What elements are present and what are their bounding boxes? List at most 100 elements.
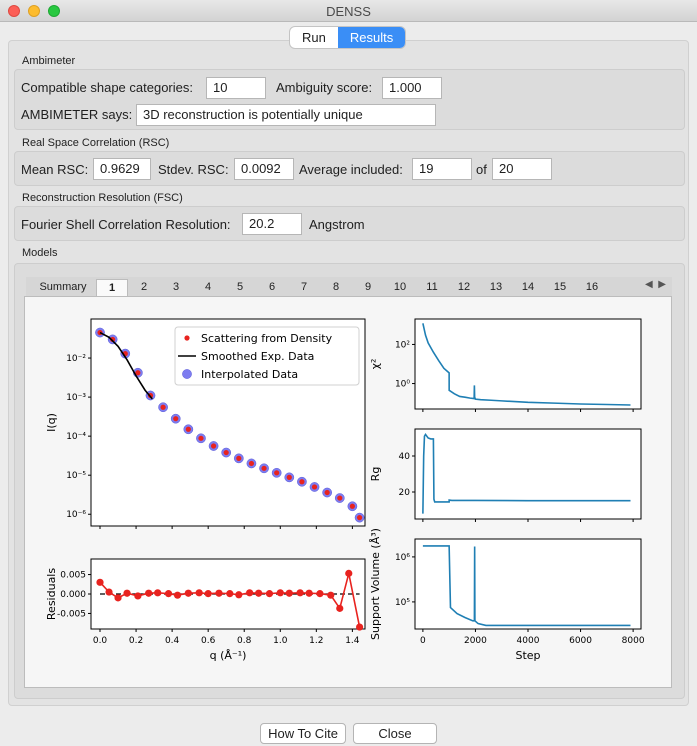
residual-point xyxy=(235,591,243,599)
residual-point xyxy=(184,589,192,597)
close-button[interactable]: Close xyxy=(353,723,437,744)
density-scattering-point xyxy=(286,474,292,480)
density-scattering-point xyxy=(337,495,343,501)
density-scattering-point xyxy=(299,479,305,485)
ambimeter-section-label: Ambimeter xyxy=(22,55,76,67)
residual-point xyxy=(164,590,173,598)
tab-model-14[interactable]: 14 xyxy=(521,281,535,293)
tab-scroll-right-icon[interactable]: ▶ xyxy=(658,279,666,290)
results-plots: 10⁻⁶ 10⁻⁵ 10⁻⁴ 10⁻³ 10⁻² I(q) Scattering from … xyxy=(45,318,645,662)
residual-point xyxy=(145,589,153,597)
residuals-plot-xlabel: q (Å⁻¹) xyxy=(210,649,247,662)
residual-point xyxy=(154,589,162,597)
mean-rsc-field[interactable]: 0.9629 xyxy=(93,158,151,180)
tab-scroll-arrows[interactable]: ◀ ▶ xyxy=(645,279,666,290)
residual-point xyxy=(285,589,293,597)
residuals-plot-xtick-label: 0.6 xyxy=(201,636,216,646)
minimize-window-icon[interactable] xyxy=(28,5,40,17)
fsc-resolution-field[interactable]: 20.2 xyxy=(242,213,302,235)
mode-segmented-control: Run Results xyxy=(290,27,406,48)
legend-density-label: Scattering from Density xyxy=(201,332,333,345)
of-total-field[interactable]: 20 xyxy=(492,158,552,180)
residuals-plot-ytick-label: 0.000 xyxy=(60,590,86,600)
tab-model-1[interactable]: 1 xyxy=(96,279,128,297)
residual-point xyxy=(305,589,313,597)
title-bar: DENSS xyxy=(0,0,697,22)
density-scattering-point xyxy=(198,435,204,441)
tab-model-11[interactable]: 11 xyxy=(426,281,438,293)
density-scattering-point xyxy=(261,465,267,471)
stdev-rsc-label: Stdev. RSC: xyxy=(158,162,229,177)
chi2-plot-ytick-label: 10² xyxy=(395,340,410,350)
chi2-plot-ylabel: χ² xyxy=(369,359,382,370)
rsc-section-label: Real Space Correlation (RSC) xyxy=(22,137,170,149)
residual-point xyxy=(276,589,284,597)
stdev-rsc-field[interactable]: 0.0092 xyxy=(234,158,294,180)
intensity-plot-ytick-label: 10⁻² xyxy=(66,354,86,364)
support-volume-plot-xtick-label: 0 xyxy=(420,636,426,646)
of-label: of xyxy=(476,162,487,177)
density-scattering-point xyxy=(173,416,179,422)
support-volume-plot-ytick-label: 10⁶ xyxy=(395,553,410,563)
tab-model-summary[interactable]: Summary xyxy=(39,281,87,293)
support-volume-plot-xtick-label: 8000 xyxy=(622,636,645,646)
density-scattering-point xyxy=(223,449,229,456)
tab-model-16[interactable]: 16 xyxy=(585,281,599,293)
tab-model-9[interactable]: 9 xyxy=(364,281,372,293)
tab-results[interactable]: Results xyxy=(337,27,406,48)
zoom-window-icon[interactable] xyxy=(48,5,60,17)
tab-model-4[interactable]: 4 xyxy=(204,281,212,293)
density-scattering-point xyxy=(248,460,255,467)
average-included-field[interactable]: 19 xyxy=(412,158,472,180)
close-window-icon[interactable] xyxy=(8,5,20,17)
rg-plot-ytick-label: 40 xyxy=(399,452,411,462)
how-to-cite-button[interactable]: How To Cite xyxy=(260,723,346,744)
residuals-plot-xtick-label: 1.4 xyxy=(345,636,360,646)
smoothed-exp-line xyxy=(99,331,153,400)
support-volume-plot-ytick-label: 10⁵ xyxy=(395,598,410,608)
residuals-plot-xtick-label: 1.2 xyxy=(309,636,323,646)
residuals-plot-xtick-label: 0.4 xyxy=(165,636,180,646)
legend-interpolated-label: Interpolated Data xyxy=(201,368,298,381)
support-volume-plot-xtick-label: 6000 xyxy=(569,636,592,646)
tab-model-6[interactable]: 6 xyxy=(268,281,276,293)
residual-point xyxy=(173,591,182,599)
residual-point xyxy=(246,589,254,597)
tab-run[interactable]: Run xyxy=(302,30,326,45)
ambiguity-score-field[interactable]: 1.000 xyxy=(382,77,442,99)
residual-point xyxy=(327,591,335,599)
support-volume-plot-xtick-label: 4000 xyxy=(517,636,540,646)
rg-plot-ytick-label: 20 xyxy=(399,488,411,498)
residuals-plot-xtick-label: 0.2 xyxy=(129,636,143,646)
ambimeter-says-label: AMBIMETER says: xyxy=(21,107,133,122)
tab-model-15[interactable]: 15 xyxy=(553,281,567,293)
residual-point xyxy=(123,589,131,597)
models-section-label: Models xyxy=(22,247,58,259)
tab-model-13[interactable]: 13 xyxy=(489,281,503,293)
tab-model-3[interactable]: 3 xyxy=(172,281,180,293)
residual-point xyxy=(265,590,274,598)
residual-point xyxy=(226,590,234,598)
tab-model-5[interactable]: 5 xyxy=(236,281,244,293)
fsc-box xyxy=(14,206,685,241)
residual-point xyxy=(96,578,104,586)
tab-model-7[interactable]: 7 xyxy=(300,281,308,293)
residuals-plot-ylabel: Residuals xyxy=(45,568,58,620)
tab-model-12[interactable]: 12 xyxy=(457,281,471,293)
rg-plot-ylabel: Rg xyxy=(369,467,382,482)
residuals-plot-xtick-label: 0.0 xyxy=(93,636,108,646)
residual-point xyxy=(134,592,142,600)
average-included-label: Average included: xyxy=(299,162,403,177)
tab-scroll-left-icon[interactable]: ◀ xyxy=(645,279,653,290)
chi2-plot-ytick-label: 10⁰ xyxy=(395,380,410,390)
tab-model-2[interactable]: 2 xyxy=(140,281,148,293)
model-results-panel: 10⁻⁶ 10⁻⁵ 10⁻⁴ 10⁻³ 10⁻² I(q) Scattering from … xyxy=(24,296,672,688)
compatible-shape-field[interactable]: 10 xyxy=(206,77,266,99)
density-scattering-point xyxy=(356,515,363,521)
tab-model-10[interactable]: 10 xyxy=(393,281,407,293)
density-scattering-point xyxy=(160,404,166,410)
ambimeter-says-field[interactable]: 3D reconstruction is potentially unique xyxy=(136,104,436,126)
tab-model-8[interactable]: 8 xyxy=(332,281,340,293)
residual-point xyxy=(355,623,364,631)
intensity-plot-ytick-label: 10⁻⁶ xyxy=(66,510,86,520)
